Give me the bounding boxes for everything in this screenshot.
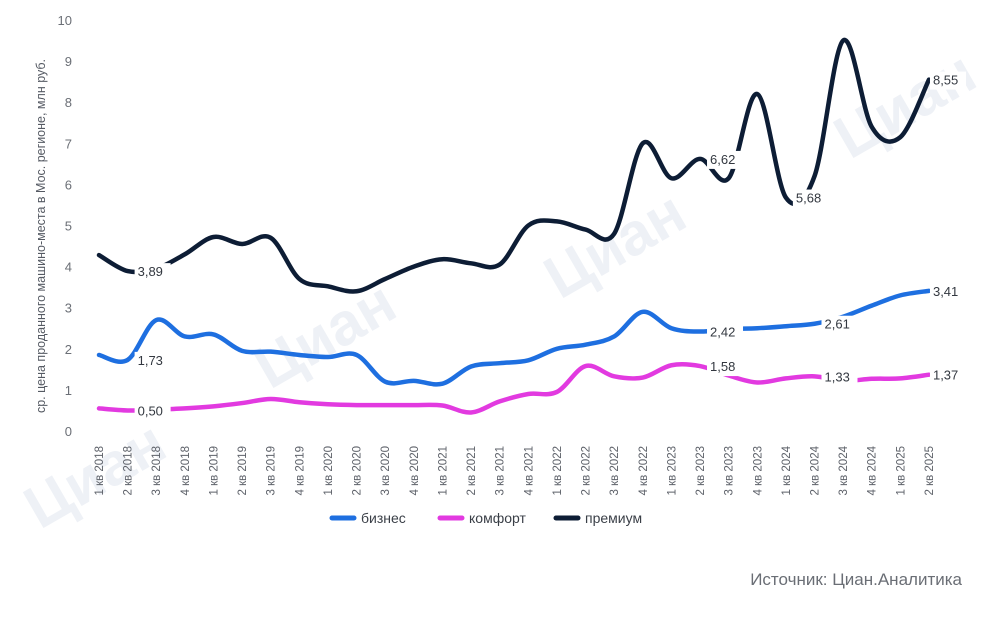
data-label: 3,41 <box>933 284 958 299</box>
x-tick-label: 2 кв 2021 <box>466 446 478 496</box>
x-tick-label: 2 кв 2018 <box>123 446 135 496</box>
data-label-bg <box>929 282 966 301</box>
data-label-bg <box>707 323 744 342</box>
data-label: 3,89 <box>138 264 163 279</box>
x-tick-label: 2 кв 2022 <box>581 446 593 496</box>
x-tick-label: 2 кв 2025 <box>924 446 936 496</box>
legend-label: бизнес <box>361 510 406 526</box>
y-tick-label: 3 <box>65 301 72 316</box>
data-label: 1,73 <box>138 353 163 368</box>
x-tick-label: 1 кв 2021 <box>437 446 449 496</box>
legend-label: премиум <box>585 510 642 526</box>
data-label-bg <box>929 366 966 385</box>
data-label-bg <box>821 315 858 334</box>
y-axis: 0 1 2 3 4 5 6 7 8 9 10 <box>58 13 72 439</box>
y-tick-label: 9 <box>65 54 72 69</box>
data-label: 6,62 <box>710 152 735 167</box>
x-tick-label: 3 кв 2018 <box>151 446 163 496</box>
data-label-bg <box>134 263 171 282</box>
data-label: 2,42 <box>710 325 735 340</box>
data-label-bg <box>707 358 744 377</box>
y-tick-label: 7 <box>65 136 72 151</box>
x-tick-label: 4 кв 2024 <box>867 445 879 495</box>
x-tick-label: 4 кв 2019 <box>294 446 306 496</box>
data-label: 1,58 <box>710 359 735 374</box>
y-tick-label: 5 <box>65 219 72 234</box>
x-tick-label: 1 кв 2022 <box>552 446 564 496</box>
data-label: 1,33 <box>825 369 850 384</box>
legend-label: комфорт <box>469 510 526 526</box>
x-tick-label: 3 кв 2020 <box>380 446 392 496</box>
legend: бизнес комфорт премиум <box>329 510 642 526</box>
x-tick-label: 1 кв 2023 <box>666 446 678 496</box>
y-tick-label: 2 <box>65 342 72 357</box>
x-tick-label: 1 кв 2018 <box>94 446 106 496</box>
y-tick-label: 8 <box>65 95 72 110</box>
x-tick-label: 3 кв 2019 <box>266 446 278 496</box>
x-tick-label: 1 кв 2024 <box>781 445 793 495</box>
series-line-premium <box>96 38 932 294</box>
data-label: 5,68 <box>796 191 821 206</box>
series-line-comfort <box>96 361 932 415</box>
x-tick-label: 4 кв 2018 <box>180 446 192 496</box>
data-label: 2,61 <box>825 317 850 332</box>
y-tick-label: 6 <box>65 177 72 192</box>
watermark-text: Циан <box>533 178 697 311</box>
series-line-business <box>96 288 932 387</box>
data-label-bg <box>929 71 966 90</box>
x-tick-label: 4 кв 2023 <box>752 446 764 496</box>
x-tick-label: 2 кв 2020 <box>352 446 364 496</box>
source-note: Источник: Циан.Аналитика <box>750 570 962 589</box>
data-label-bg <box>821 368 858 387</box>
x-tick-label: 3 кв 2022 <box>609 446 621 496</box>
x-tick-label: 2 кв 2019 <box>237 446 249 496</box>
y-tick-label: 10 <box>58 13 72 28</box>
x-tick-label: 4 кв 2020 <box>409 446 421 496</box>
x-axis: 1 кв 2018 2 кв 2018 3 кв 2018 4 кв 2018 1 кв… <box>94 445 936 495</box>
x-tick-label: 3 кв 2021 <box>495 446 507 496</box>
data-label: 1,37 <box>933 368 958 383</box>
data-label-bg <box>134 351 171 370</box>
series-layer <box>96 38 932 415</box>
data-label-bg <box>707 150 744 169</box>
x-tick-label: 3 кв 2023 <box>724 446 736 496</box>
x-tick-label: 2 кв 2024 <box>810 445 822 495</box>
y-axis-title: ср. цена проданного машино-места в Мос. … <box>34 59 48 413</box>
data-label: 8,55 <box>933 73 958 88</box>
x-tick-label: 1 кв 2025 <box>895 446 907 496</box>
x-tick-label: 1 кв 2019 <box>208 446 220 496</box>
x-tick-label: 2 кв 2023 <box>695 446 707 496</box>
data-labels: 1,73 2,42 2,61 3,41 0,50 1,58 1,33 1,37 3,89 6,62… <box>134 71 966 421</box>
y-tick-label: 4 <box>65 260 72 275</box>
x-tick-label: 4 кв 2021 <box>523 446 535 496</box>
x-tick-label: 4 кв 2022 <box>638 446 650 496</box>
data-label-bg <box>792 189 829 208</box>
x-tick-label: 3 кв 2024 <box>838 445 850 495</box>
watermark-text: Циан <box>823 38 987 171</box>
x-tick-label: 1 кв 2020 <box>323 446 335 496</box>
data-label: 0,50 <box>138 403 163 418</box>
data-label-bg <box>134 402 171 421</box>
y-tick-label: 0 <box>65 424 72 439</box>
y-tick-label: 1 <box>65 383 72 398</box>
